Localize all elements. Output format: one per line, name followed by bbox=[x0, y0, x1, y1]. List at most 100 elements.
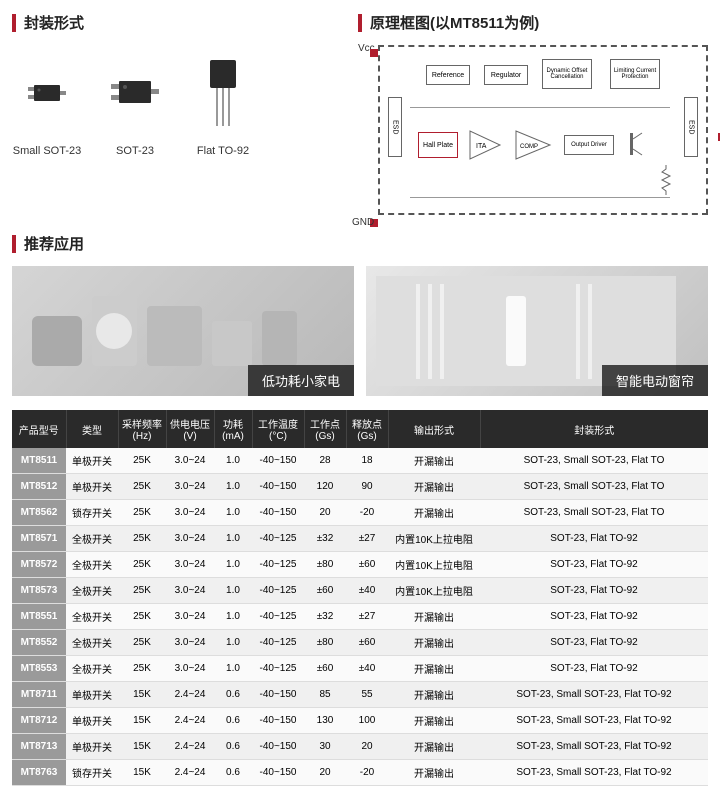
esd-right-block: ESD bbox=[684, 97, 698, 157]
table-cell: ±60 bbox=[304, 656, 346, 682]
packages-row: Small SOT-23 SOT-23 bbox=[12, 53, 338, 157]
table-cell: 开漏输出 bbox=[388, 734, 480, 760]
table-cell: 锁存开关 bbox=[66, 500, 118, 526]
table-cell: -40~150 bbox=[252, 708, 304, 734]
table-cell: SOT-23, Small SOT-23, Flat TO-92 bbox=[480, 760, 708, 786]
table-cell: 1.0 bbox=[214, 448, 252, 474]
package-item: Small SOT-23 bbox=[12, 53, 82, 157]
diagram-title: 原理框图(以MT8511为例) bbox=[370, 12, 539, 33]
model-cell: MT8763 bbox=[12, 760, 66, 786]
model-cell: MT8572 bbox=[12, 552, 66, 578]
table-cell: 100 bbox=[346, 708, 388, 734]
package-item: SOT-23 bbox=[100, 53, 170, 157]
gnd-label: GND bbox=[352, 217, 374, 228]
table-row: MT8553全极开关25K3.0~241.0-40~125±60±40开漏输出S… bbox=[12, 656, 708, 682]
model-cell: MT8712 bbox=[12, 708, 66, 734]
table-cell: SOT-23, Flat TO-92 bbox=[480, 656, 708, 682]
model-cell: MT8551 bbox=[12, 604, 66, 630]
table-header: 产品型号 bbox=[12, 410, 66, 448]
table-cell: 25K bbox=[118, 656, 166, 682]
table-header: 功耗(mA) bbox=[214, 410, 252, 448]
table-cell: -20 bbox=[346, 760, 388, 786]
table-cell: SOT-23, Small SOT-23, Flat TO bbox=[480, 500, 708, 526]
table-cell: 18 bbox=[346, 448, 388, 474]
vcc-pin bbox=[370, 49, 378, 57]
model-cell: MT8512 bbox=[12, 474, 66, 500]
limiting-block: Limiting Current Protection bbox=[610, 59, 660, 89]
table-cell: 2.4~24 bbox=[166, 682, 214, 708]
table-cell: 0.6 bbox=[214, 708, 252, 734]
table-cell: 开漏输出 bbox=[388, 656, 480, 682]
table-cell: 开漏输出 bbox=[388, 500, 480, 526]
table-row: MT8552全极开关25K3.0~241.0-40~125±80±60开漏输出S… bbox=[12, 630, 708, 656]
table-cell: 3.0~24 bbox=[166, 578, 214, 604]
table-cell: 全极开关 bbox=[66, 552, 118, 578]
table-cell: 开漏输出 bbox=[388, 682, 480, 708]
table-cell: 3.0~24 bbox=[166, 448, 214, 474]
table-cell: 28 bbox=[304, 448, 346, 474]
table-cell: -40~150 bbox=[252, 734, 304, 760]
resistor-icon bbox=[658, 165, 674, 195]
table-cell: 25K bbox=[118, 500, 166, 526]
table-header: 工作温度(°C) bbox=[252, 410, 304, 448]
table-cell: 55 bbox=[346, 682, 388, 708]
table-cell: -40~125 bbox=[252, 578, 304, 604]
table-cell: 1.0 bbox=[214, 500, 252, 526]
table-cell: 85 bbox=[304, 682, 346, 708]
table-cell: -40~150 bbox=[252, 682, 304, 708]
table-header: 类型 bbox=[66, 410, 118, 448]
table-row: MT8551全极开关25K3.0~241.0-40~125±32±27开漏输出S… bbox=[12, 604, 708, 630]
hall-plate-block: Hall Plate bbox=[418, 132, 458, 158]
table-cell: SOT-23, Small SOT-23, Flat TO bbox=[480, 448, 708, 474]
table-cell: 25K bbox=[118, 604, 166, 630]
table-cell: 2.4~24 bbox=[166, 708, 214, 734]
table-cell: 单极开关 bbox=[66, 734, 118, 760]
table-cell: 开漏输出 bbox=[388, 604, 480, 630]
table-cell: -40~125 bbox=[252, 630, 304, 656]
esd-left-block: ESD bbox=[388, 97, 402, 157]
table-cell: 25K bbox=[118, 630, 166, 656]
package-label: Flat TO-92 bbox=[188, 145, 258, 157]
table-cell: 内置10K上拉电阻 bbox=[388, 552, 480, 578]
table-cell: -40~125 bbox=[252, 656, 304, 682]
block-diagram: Reference Regulator Dynamic Offset Cance… bbox=[378, 45, 708, 215]
table-cell: 25K bbox=[118, 578, 166, 604]
packaging-title: 封装形式 bbox=[24, 12, 84, 33]
table-cell: -40~125 bbox=[252, 526, 304, 552]
table-cell: 15K bbox=[118, 734, 166, 760]
table-header: 采样频率(Hz) bbox=[118, 410, 166, 448]
table-cell: 1.0 bbox=[214, 526, 252, 552]
app-label: 智能电动窗帘 bbox=[602, 365, 708, 396]
package-label: SOT-23 bbox=[100, 145, 170, 157]
table-cell: 0.6 bbox=[214, 682, 252, 708]
table-cell: SOT-23, Small SOT-23, Flat TO bbox=[480, 474, 708, 500]
table-cell: -40~125 bbox=[252, 552, 304, 578]
table-cell: -20 bbox=[346, 500, 388, 526]
table-row: MT8572全极开关25K3.0~241.0-40~125±80±60内置10K… bbox=[12, 552, 708, 578]
table-cell: 全极开关 bbox=[66, 578, 118, 604]
model-cell: MT8552 bbox=[12, 630, 66, 656]
table-cell: 全极开关 bbox=[66, 630, 118, 656]
table-cell: 单极开关 bbox=[66, 448, 118, 474]
table-cell: 单极开关 bbox=[66, 474, 118, 500]
table-cell: 15K bbox=[118, 708, 166, 734]
model-cell: MT8711 bbox=[12, 682, 66, 708]
table-cell: 20 bbox=[304, 500, 346, 526]
reference-block: Reference bbox=[426, 65, 470, 85]
table-header: 封装形式 bbox=[480, 410, 708, 448]
table-cell: SOT-23, Flat TO-92 bbox=[480, 604, 708, 630]
accent-bar bbox=[12, 14, 16, 32]
table-cell: 20 bbox=[346, 734, 388, 760]
wire bbox=[410, 197, 670, 198]
apps-section-header: 推荐应用 bbox=[12, 233, 708, 254]
table-cell: 3.0~24 bbox=[166, 474, 214, 500]
diagram-section-header: 原理框图(以MT8511为例) bbox=[358, 12, 708, 33]
table-cell: 120 bbox=[304, 474, 346, 500]
table-cell: 2.4~24 bbox=[166, 734, 214, 760]
transistor-icon bbox=[626, 129, 646, 159]
app-label: 低功耗小家电 bbox=[248, 365, 354, 396]
table-cell: 3.0~24 bbox=[166, 500, 214, 526]
table-row: MT8571全极开关25K3.0~241.0-40~125±32±27内置10K… bbox=[12, 526, 708, 552]
table-cell: 0.6 bbox=[214, 734, 252, 760]
table-cell: 1.0 bbox=[214, 474, 252, 500]
